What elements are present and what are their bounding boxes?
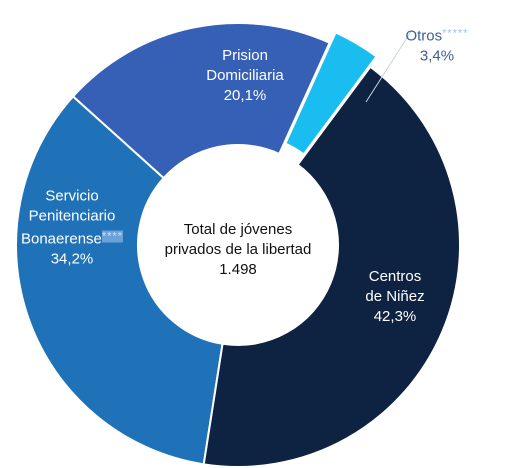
center-label: Total de jóvenes privados de la libertad…	[163, 220, 313, 280]
center-text: Total de jóvenes privados de la libertad	[164, 221, 312, 258]
category-label: Otros	[405, 27, 443, 45]
slice-label: Otros***** 3,4%	[387, 24, 487, 67]
total-label: 1.498	[219, 261, 257, 278]
category-label: Prision Domiciliaria	[206, 47, 284, 84]
category-line: Otros*****	[387, 24, 487, 47]
footnote-mark: ****	[101, 230, 124, 243]
value-label: 42,3%	[373, 308, 417, 325]
slice	[15, 95, 224, 466]
slice	[284, 31, 378, 156]
slice	[71, 22, 331, 180]
donut-hole	[139, 146, 337, 344]
footnote-mark: *****	[442, 27, 469, 40]
value-label: 3,4%	[419, 47, 455, 65]
slice-label: Centros de Niñez 42,3%	[365, 267, 425, 327]
category-label: Centros de Niñez	[365, 268, 425, 305]
category-line: Prision Domiciliaria	[189, 46, 301, 86]
category-line: Centros de Niñez	[365, 267, 425, 307]
leader-line	[365, 29, 413, 103]
slice-label: Prision Domiciliaria 20,1%	[189, 46, 301, 106]
category-line: Servicio Penitenciario Bonaerense****	[16, 187, 128, 250]
category-label: Servicio Penitenciario Bonaerense	[20, 187, 116, 248]
value-label: 34,2%	[50, 250, 94, 268]
slice-label: Servicio Penitenciario Bonaerense**** 34,…	[16, 187, 128, 270]
slice	[202, 65, 461, 468]
value-label: 20,1%	[223, 87, 267, 104]
